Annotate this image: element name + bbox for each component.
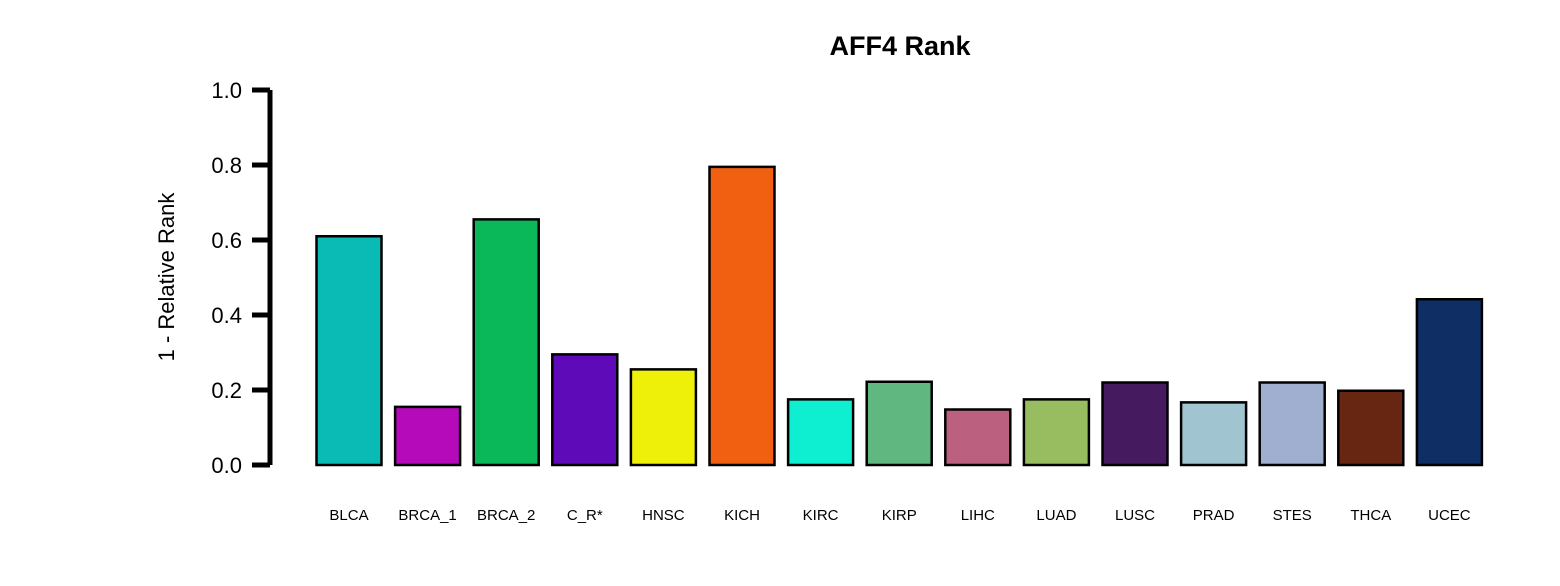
bar-lusc — [1101, 381, 1169, 467]
y-tick-label: 0.8 — [211, 153, 242, 178]
x-tick-label: PRAD — [1193, 507, 1235, 524]
y-tick-label: 0.0 — [211, 453, 242, 478]
x-tick-label: BRCA_2 — [477, 507, 535, 524]
x-tick-label: KIRC — [803, 507, 839, 524]
x-tick-label: STES — [1273, 507, 1312, 524]
bar-stes — [1258, 381, 1326, 467]
x-tick-labels: BLCA BRCA_1 BRCA_2 C_R* HNSC KICH KIRC KIRP LIHC… — [329, 507, 1470, 524]
x-tick-label: KIRP — [882, 507, 917, 524]
bar-lihc — [944, 408, 1012, 467]
x-tick-label: LUAD — [1036, 507, 1076, 524]
x-tick-label: UCEC — [1428, 507, 1471, 524]
bar-brca-2 — [472, 218, 540, 467]
x-tick-label: THCA — [1350, 507, 1391, 524]
bar-luad — [1022, 398, 1091, 467]
bar-kirc — [786, 398, 855, 467]
bar-hnsc — [629, 368, 698, 467]
x-tick-label: C_R* — [567, 507, 603, 524]
bar-kich — [708, 165, 776, 467]
x-tick-label: HNSC — [642, 507, 685, 524]
y-axis-label: 1 - Relative Rank — [154, 192, 179, 362]
bars-group — [315, 165, 1484, 467]
bar-prad — [1179, 401, 1248, 467]
y-tick-label: 0.4 — [211, 303, 242, 328]
chart-title: AFF4 Rank — [829, 31, 971, 61]
x-tick-label: KICH — [724, 507, 760, 524]
bar-c-r — [551, 353, 619, 467]
y-tick-label: 0.6 — [211, 228, 242, 253]
bar-ucec — [1415, 298, 1484, 467]
bar-thca — [1337, 389, 1405, 467]
y-tick-label: 1.0 — [211, 78, 242, 103]
bar-kirp — [865, 380, 933, 467]
x-tick-label: LIHC — [961, 507, 995, 524]
x-tick-label: BLCA — [329, 507, 368, 524]
y-tick-label: 0.2 — [211, 378, 242, 403]
bar-blca — [315, 235, 383, 467]
x-tick-label: BRCA_1 — [398, 507, 456, 524]
x-tick-label: LUSC — [1115, 507, 1155, 524]
y-axis: 0.0 0.2 0.4 0.6 0.8 1.0 — [211, 78, 273, 478]
bar-brca-1 — [393, 405, 462, 467]
